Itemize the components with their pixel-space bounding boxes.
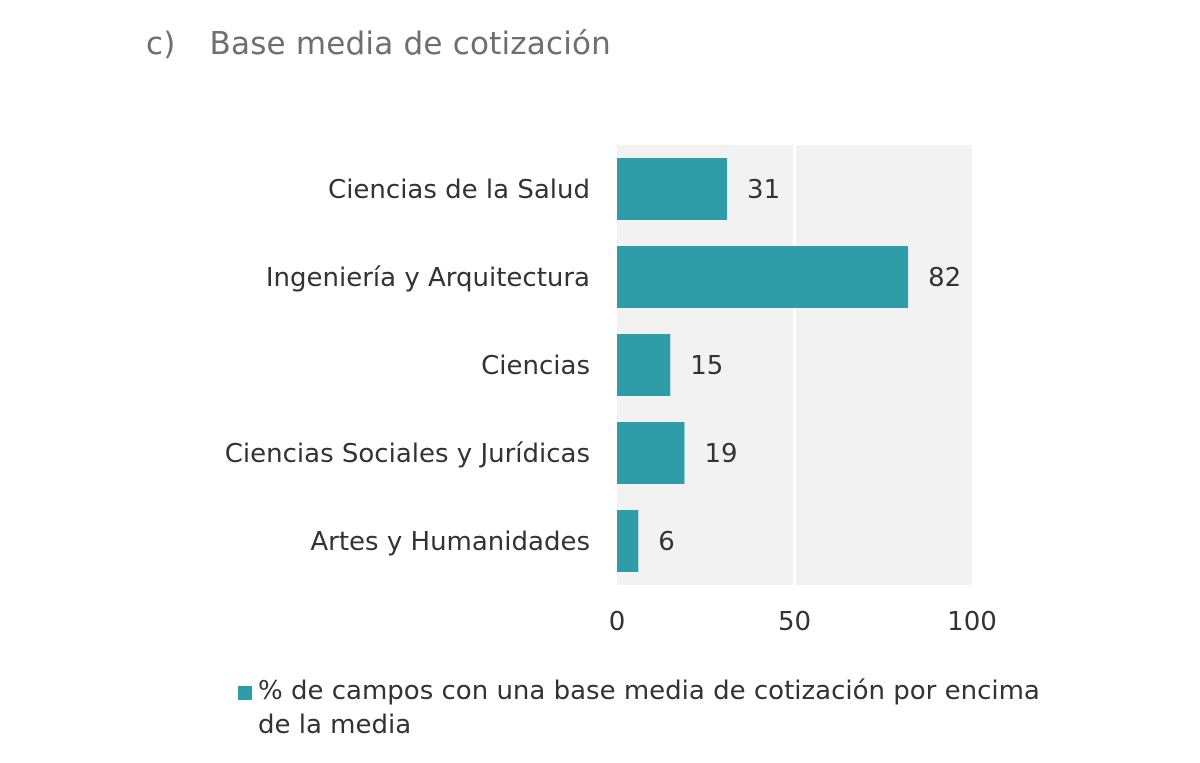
x-tick-label: 0 [609,607,626,637]
category-label: Ciencias Sociales y Jurídicas [225,439,590,469]
legend-label: % de campos con una base media de cotiza… [258,676,1040,740]
category-label: Ingeniería y Arquitectura [266,263,590,293]
category-label: Ciencias [481,351,590,381]
value-label: 15 [690,351,723,381]
panel-letter: c) [146,26,176,62]
category-label: Artes y Humanidades [310,527,590,557]
value-labels: 31 82 15 19 6 [658,175,961,557]
bar [617,246,909,308]
legend-swatch [238,686,252,700]
x-axis-ticks: 0 50 100 [609,607,997,637]
bar [617,422,685,484]
bar [617,334,671,396]
x-tick-label: 100 [947,607,997,637]
value-label: 19 [704,439,737,469]
bars [617,158,909,572]
value-label: 6 [658,527,675,557]
chart-title-text: Base media de cotización [209,26,612,62]
bar [617,158,728,220]
chart-title: c) Base media de cotización [146,26,611,62]
legend: % de campos con una base media de cotiza… [238,674,1068,742]
bar-chart: Ciencias de la Salud Ingeniería y Arquite… [225,145,997,637]
x-tick-label: 50 [778,607,811,637]
category-labels: Ciencias de la Salud Ingeniería y Arquite… [225,175,590,557]
value-label: 31 [747,175,780,205]
bar [617,510,639,572]
value-label: 82 [928,263,961,293]
category-label: Ciencias de la Salud [328,175,590,205]
